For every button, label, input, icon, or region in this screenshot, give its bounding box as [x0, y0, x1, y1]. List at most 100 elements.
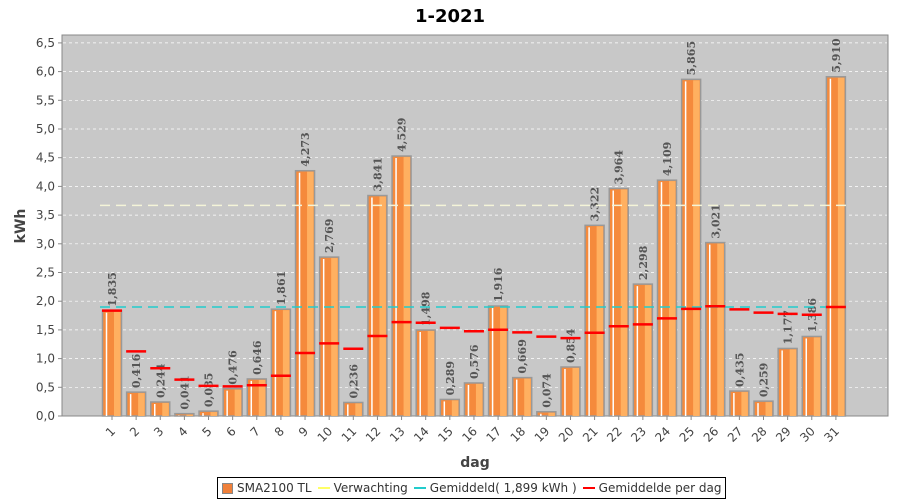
data-label: 1,177 [782, 310, 795, 344]
x-tick-label: 9 [296, 424, 311, 439]
bar-shade [644, 285, 652, 416]
x-tick-label: 17 [483, 424, 504, 445]
x-tick-label: 22 [604, 424, 625, 445]
x-tick-label: 2 [127, 424, 142, 439]
data-label: 0,435 [733, 353, 746, 387]
bar-shade [162, 402, 169, 416]
x-tick-label: 13 [387, 424, 408, 445]
data-label: 0,074 [540, 373, 553, 408]
x-axis-label: dag [460, 455, 490, 471]
y-tick-label: 0,5 [36, 380, 55, 394]
x-tick-label: 23 [628, 424, 649, 445]
x-tick-label: 11 [339, 424, 360, 445]
data-label: 4,273 [299, 132, 312, 166]
chart-title: 1-2021 [415, 6, 485, 27]
x-tick-label: 26 [701, 424, 722, 445]
y-axis-label: kWh [13, 209, 29, 244]
x-tick-label: 30 [797, 424, 818, 445]
data-label: 0,646 [251, 340, 264, 375]
bar-shade [234, 389, 242, 416]
data-label: 2,298 [637, 245, 650, 280]
bar-shade [258, 379, 266, 416]
data-label: 5,865 [685, 41, 698, 75]
plot-area [61, 34, 889, 417]
x-tick-label: 4 [175, 424, 190, 439]
y-tick-label: 5,5 [36, 93, 55, 107]
bar-shade [693, 80, 700, 416]
y-tick-label: 2,5 [36, 266, 55, 280]
x-tick-label: 24 [652, 424, 673, 445]
data-label: 0,259 [758, 363, 771, 397]
x-tick-label: 21 [580, 424, 601, 445]
x-tick-label: 20 [556, 424, 577, 445]
y-tick-label: 4,5 [36, 151, 55, 165]
bar-shade [379, 196, 386, 416]
bar-shade [331, 258, 338, 416]
data-label: 2,769 [323, 219, 336, 253]
x-tick-label: 8 [272, 424, 287, 439]
bar-shade [765, 402, 773, 416]
bar-shade [307, 171, 314, 416]
x-tick-label: 15 [435, 424, 456, 445]
legend-label: Gemiddelde per dag [598, 481, 722, 495]
y-tick-label: 6,0 [36, 65, 55, 79]
bar-shade [789, 349, 797, 416]
bar-shade [596, 226, 604, 416]
bar-shade [427, 331, 435, 416]
bar-shade [355, 403, 362, 416]
x-tick-label: 27 [725, 424, 746, 445]
data-label: 3,021 [709, 204, 722, 238]
x-tick-label: 25 [677, 424, 698, 445]
y-tick-label: 0,0 [36, 409, 55, 423]
bar-shade [500, 307, 507, 416]
x-tick-label: 16 [459, 424, 480, 445]
data-label: 0,416 [130, 353, 143, 388]
data-label: 0,041 [178, 375, 191, 409]
y-tick-label: 5,0 [36, 122, 55, 136]
legend: SMA2100 TL Verwachting Gemiddeld( 1,899 … [217, 477, 727, 499]
legend-item-gemiddeld: Gemiddeld( 1,899 kWh ) [413, 481, 577, 495]
data-label: 0,476 [227, 350, 240, 385]
bar-shade [282, 310, 290, 416]
data-label: 5,910 [830, 38, 843, 73]
bar-shade [548, 412, 555, 416]
data-label: 3,322 [589, 187, 602, 221]
legend-label: Gemiddeld( 1,899 kWh ) [429, 481, 577, 495]
bar-shade [403, 157, 411, 416]
x-tick-label: 19 [532, 424, 553, 445]
data-label: 4,529 [396, 118, 409, 152]
x-tick-label: 14 [411, 424, 432, 445]
bar-shade [138, 393, 145, 416]
y-tick-label: 1,5 [36, 323, 55, 337]
x-tick-label: 10 [315, 424, 336, 445]
data-label: 1,861 [275, 271, 288, 305]
bar-shade [813, 337, 821, 416]
bar-shade [717, 243, 724, 416]
data-label: 0,085 [203, 373, 216, 407]
bar-shade [114, 311, 121, 416]
y-tick-label: 1,0 [36, 352, 55, 366]
data-label: 0,576 [468, 344, 481, 379]
y-tick-label: 2,0 [36, 294, 55, 308]
x-tick-label: 7 [248, 424, 263, 439]
legend-swatch [222, 482, 233, 494]
x-tick-label: 1 [103, 424, 118, 439]
legend-item-verwachting: Verwachting [317, 481, 408, 495]
x-tick-label: 3 [151, 424, 166, 439]
data-label: 0,289 [444, 361, 457, 395]
legend-swatch [317, 487, 330, 489]
x-tick-label: 6 [223, 424, 238, 439]
x-tick-label: 29 [773, 424, 794, 445]
data-label: 3,964 [613, 150, 626, 185]
data-label: 1,835 [106, 272, 119, 306]
x-tick-label: 31 [821, 424, 842, 445]
x-tick-label: 12 [363, 424, 384, 445]
data-label: 4,109 [661, 142, 674, 176]
y-tick-label: 4,0 [36, 179, 55, 193]
bar-shade [668, 181, 676, 416]
data-label: 3,841 [371, 157, 384, 191]
legend-label: Verwachting [333, 481, 408, 495]
bar-shade [620, 189, 628, 416]
data-label: 0,854 [564, 328, 577, 363]
